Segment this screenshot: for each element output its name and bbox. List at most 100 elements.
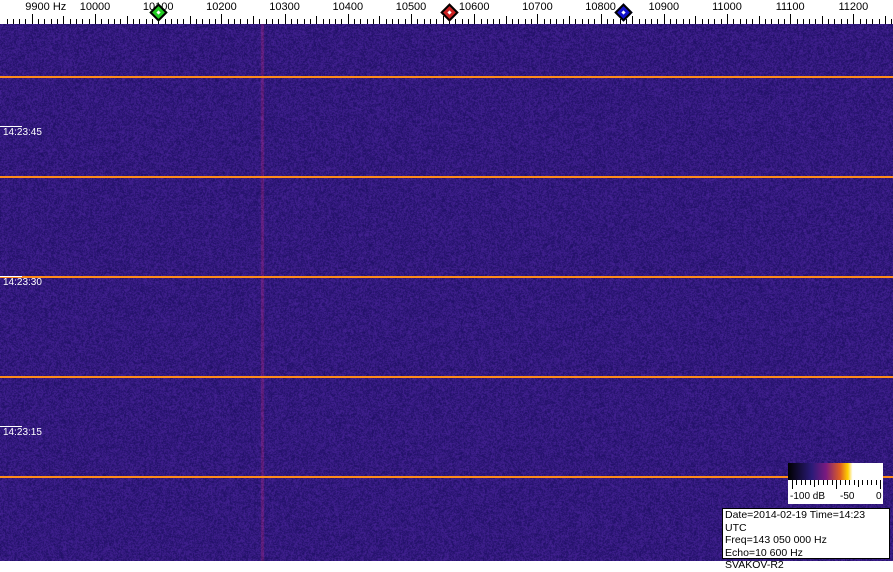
axis-tick [834,19,835,24]
scale-tick [853,480,855,485]
axis-tick [341,19,342,24]
axis-tick [702,19,703,24]
axis-tick [841,19,842,24]
axis-tick [228,19,229,24]
axis-tick [689,19,690,24]
axis-tick-label: 10600 [458,1,490,13]
axis-tick-label: 10000 [79,1,111,13]
scale-label-min: -100 dB [790,491,826,502]
axis-tick [537,14,538,24]
axis-tick [828,19,829,24]
axis-tick [165,19,166,24]
axis-tick [575,19,576,24]
axis-tick [708,19,709,24]
axis-tick [746,19,747,24]
axis-tick [613,19,614,24]
axis-tick [405,19,406,24]
scale-label-max: 0 [876,491,882,502]
scale-tick [858,480,859,487]
axis-tick-label: 11000 [712,1,742,13]
axis-tick [569,16,570,24]
axis-tick [297,19,298,24]
axis-tick [588,19,589,24]
axis-tick-label: 10900 [648,1,680,13]
axis-tick [234,19,235,24]
axis-tick [19,19,20,24]
axis-tick [310,19,311,24]
axis-tick-label: 10700 [522,1,553,13]
axis-tick [556,19,557,24]
scale-tick [827,480,829,485]
axis-tick [215,19,216,24]
axis-tick [815,19,816,24]
axis-tick [803,19,804,24]
axis-tick [146,19,147,24]
axis-tick [38,19,39,24]
scale-tick [875,480,877,485]
scale-tick [822,480,824,485]
axis-tick [544,19,545,24]
axis-tick [664,14,665,24]
axis-tick [487,19,488,24]
time-separator-line [0,476,893,478]
axis-tick [714,19,715,24]
scale-tick [840,480,842,485]
scale-tick [814,480,815,487]
axis-tick [209,19,210,24]
axis-tick [417,19,418,24]
axis-tick [386,19,387,24]
frequency-axis: 9900 Hz100001010010200103001040010500106… [0,0,893,24]
axis-tick [436,19,437,24]
echo-frequency: Echo=10 600 Hz [725,546,803,559]
frequency: Freq=143 050 000 Hz [725,534,827,546]
axis-tick [266,19,267,24]
axis-tick-label: 11100 [775,1,805,13]
axis-tick [51,19,52,24]
axis-tick-label: 10300 [269,1,300,13]
axis-tick [278,19,279,24]
axis-tick [765,19,766,24]
axis-tick [512,19,513,24]
axis-tick [89,19,90,24]
axis-tick-label: 9900 Hz [25,1,67,13]
time-tick [0,126,22,127]
axis-tick [740,19,741,24]
axis-tick [63,16,64,24]
axis-tick [733,19,734,24]
axis-tick [721,19,722,24]
axis-tick [525,19,526,24]
axis-tick [329,19,330,24]
axis-tick [872,19,873,24]
axis-tick [101,19,102,24]
axis-tick [304,19,305,24]
axis-tick [601,14,602,24]
axis-tick [202,19,203,24]
axis-tick [373,19,374,24]
axis-tick [778,19,779,24]
axis-tick [594,19,595,24]
time-tick [0,426,22,427]
scale-tick [800,480,802,485]
axis-tick [240,19,241,24]
axis-tick [316,16,317,24]
axis-tick [790,14,791,24]
time-label: 14:23:45 [3,127,42,138]
axis-tick [259,19,260,24]
axis-tick [626,19,627,24]
axis-tick [499,19,500,24]
axis-tick [885,16,886,24]
axis-tick [759,16,760,24]
axis-tick [272,19,273,24]
time-label: 14:23:15 [3,427,42,438]
axis-tick [670,19,671,24]
scale-tick [862,480,864,485]
axis-tick [430,19,431,24]
axis-tick [563,19,564,24]
axis-tick [108,19,109,24]
axis-tick [620,19,621,24]
axis-tick [531,19,532,24]
axis-tick [727,14,728,24]
axis-tick [7,19,8,24]
frequency-marker[interactable] [614,3,633,22]
axis-tick [253,16,254,24]
